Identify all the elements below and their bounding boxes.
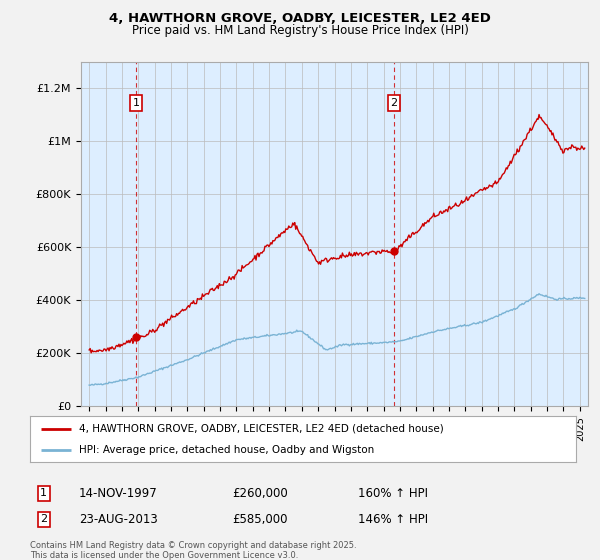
Text: 160% ↑ HPI: 160% ↑ HPI <box>358 487 428 500</box>
Text: 1: 1 <box>40 488 47 498</box>
Text: 2: 2 <box>40 515 47 524</box>
Text: 2: 2 <box>391 98 398 108</box>
Text: £260,000: £260,000 <box>232 487 288 500</box>
Text: 1: 1 <box>133 98 140 108</box>
Text: 4, HAWTHORN GROVE, OADBY, LEICESTER, LE2 4ED: 4, HAWTHORN GROVE, OADBY, LEICESTER, LE2… <box>109 12 491 25</box>
Text: 4, HAWTHORN GROVE, OADBY, LEICESTER, LE2 4ED (detached house): 4, HAWTHORN GROVE, OADBY, LEICESTER, LE2… <box>79 424 444 434</box>
Text: £585,000: £585,000 <box>232 513 287 526</box>
Text: 146% ↑ HPI: 146% ↑ HPI <box>358 513 428 526</box>
Text: 14-NOV-1997: 14-NOV-1997 <box>79 487 158 500</box>
Text: HPI: Average price, detached house, Oadby and Wigston: HPI: Average price, detached house, Oadb… <box>79 445 374 455</box>
Text: Contains HM Land Registry data © Crown copyright and database right 2025.
This d: Contains HM Land Registry data © Crown c… <box>30 540 356 560</box>
Text: Price paid vs. HM Land Registry's House Price Index (HPI): Price paid vs. HM Land Registry's House … <box>131 24 469 36</box>
Text: 23-AUG-2013: 23-AUG-2013 <box>79 513 158 526</box>
